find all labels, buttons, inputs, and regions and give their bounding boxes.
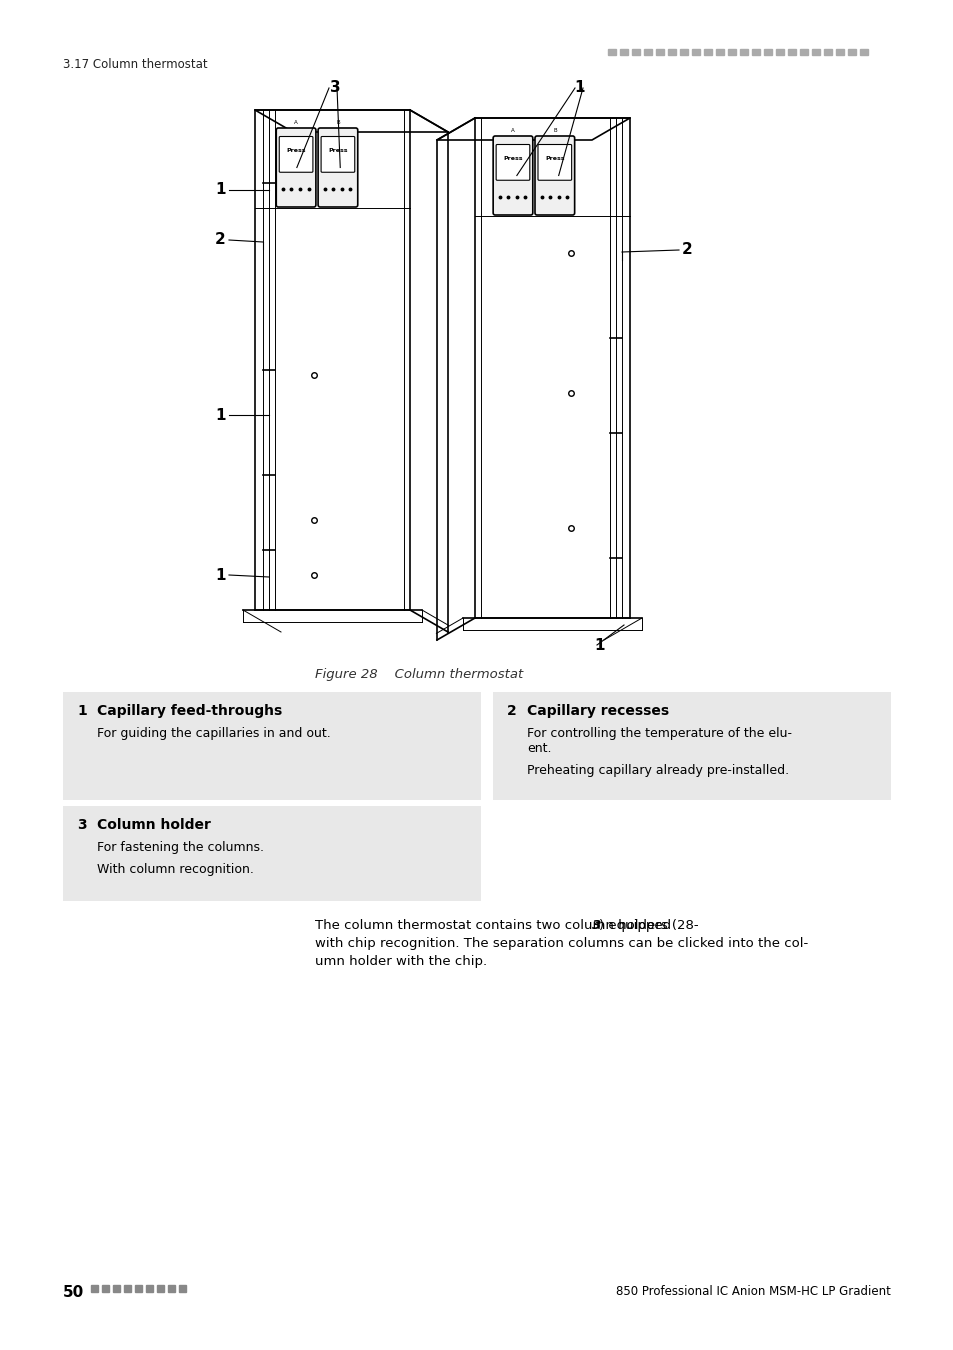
Bar (811, 49, 820, 55)
Text: Figure 28    Column thermostat: Figure 28 Column thermostat (314, 668, 522, 680)
Text: 2: 2 (681, 243, 692, 258)
Text: B: B (553, 128, 556, 134)
FancyBboxPatch shape (535, 136, 574, 215)
Bar (135, 1285, 142, 1292)
Bar (740, 49, 747, 55)
Text: 3: 3 (330, 81, 340, 96)
Text: 1: 1 (77, 703, 87, 718)
Text: 3.17 Column thermostat: 3.17 Column thermostat (63, 58, 208, 72)
FancyBboxPatch shape (317, 128, 357, 207)
Text: For guiding the capillaries in and out.: For guiding the capillaries in and out. (97, 728, 331, 740)
FancyBboxPatch shape (496, 144, 529, 181)
Text: Press: Press (544, 157, 564, 162)
Bar (631, 49, 639, 55)
FancyBboxPatch shape (493, 136, 532, 215)
Text: 50: 50 (63, 1285, 84, 1300)
Text: 2: 2 (506, 703, 517, 718)
Bar (63, 693, 480, 801)
Bar (667, 49, 676, 55)
Text: 1: 1 (215, 567, 226, 582)
Bar (679, 49, 687, 55)
Text: 1: 1 (215, 182, 226, 197)
Bar (775, 49, 783, 55)
Bar (787, 49, 795, 55)
Bar (823, 49, 831, 55)
FancyBboxPatch shape (276, 128, 315, 207)
Text: A: A (294, 120, 297, 126)
Bar (847, 49, 855, 55)
Text: umn holder with the chip.: umn holder with the chip. (314, 954, 487, 968)
Text: 850 Professional IC Anion MSM-HC LP Gradient: 850 Professional IC Anion MSM-HC LP Grad… (616, 1285, 890, 1297)
Bar (716, 49, 723, 55)
Text: Capillary feed-throughs: Capillary feed-throughs (97, 703, 282, 718)
Text: 2: 2 (215, 232, 226, 247)
FancyBboxPatch shape (279, 136, 313, 173)
Bar (703, 49, 711, 55)
Bar (656, 49, 663, 55)
Bar (619, 49, 627, 55)
Bar (124, 1285, 131, 1292)
Bar (751, 49, 760, 55)
Bar (146, 1285, 152, 1292)
Bar (763, 49, 771, 55)
Bar (800, 49, 807, 55)
Bar (643, 49, 651, 55)
Bar (63, 806, 480, 900)
Text: Column holder: Column holder (97, 818, 211, 832)
Bar (493, 693, 890, 801)
Text: With column recognition.: With column recognition. (97, 863, 253, 876)
Bar (607, 49, 616, 55)
Text: B: B (335, 120, 339, 126)
Text: 3: 3 (591, 919, 600, 931)
Bar (157, 1285, 164, 1292)
Text: For fastening the columns.: For fastening the columns. (97, 841, 264, 855)
Bar (835, 49, 843, 55)
Bar (179, 1285, 186, 1292)
FancyBboxPatch shape (537, 144, 571, 181)
Bar (112, 1285, 120, 1292)
Text: Press: Press (502, 157, 522, 162)
Text: 1: 1 (574, 81, 584, 96)
Bar (168, 1285, 174, 1292)
Bar (859, 49, 867, 55)
Text: 3: 3 (77, 818, 87, 832)
Bar (691, 49, 700, 55)
Bar (91, 1285, 98, 1292)
Text: For controlling the temperature of the elu-: For controlling the temperature of the e… (526, 728, 791, 740)
Text: 1: 1 (215, 408, 226, 423)
Text: A: A (511, 128, 515, 134)
Text: 1: 1 (594, 637, 604, 652)
Text: Press: Press (286, 148, 306, 154)
Text: Preheating capillary already pre-installed.: Preheating capillary already pre-install… (526, 764, 788, 778)
Bar (727, 49, 735, 55)
Text: ) equipped: ) equipped (598, 919, 670, 931)
Bar (102, 1285, 109, 1292)
FancyBboxPatch shape (321, 136, 355, 173)
Text: Press: Press (328, 148, 347, 154)
Text: with chip recognition. The separation columns can be clicked into the col-: with chip recognition. The separation co… (314, 937, 807, 950)
Text: Capillary recesses: Capillary recesses (526, 703, 668, 718)
Text: The column thermostat contains two column holders (28-: The column thermostat contains two colum… (314, 919, 698, 931)
Text: ent.: ent. (526, 743, 551, 755)
